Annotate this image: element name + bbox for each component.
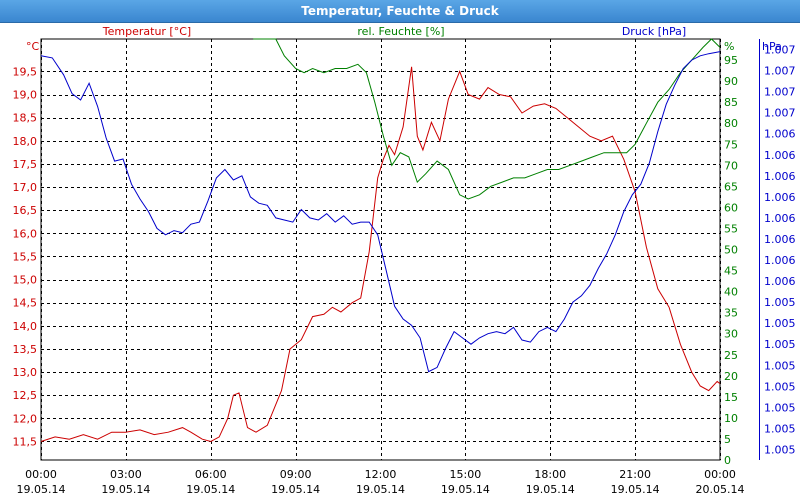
temperature-tick-label: 13,0 bbox=[13, 366, 38, 379]
pressure-tick-label: 1.005 bbox=[764, 443, 796, 456]
humidity-tick-label: 85 bbox=[724, 96, 738, 109]
date-tick-label: 19.05.14 bbox=[186, 483, 235, 496]
grid bbox=[40, 38, 721, 461]
pressure-tick-label: 1.006 bbox=[764, 191, 796, 204]
date-tick-label: 19.05.14 bbox=[356, 483, 405, 496]
pressure-tick-label: 1.006 bbox=[764, 254, 796, 267]
temperature-tick-label: 15,5 bbox=[13, 250, 38, 263]
pressure-tick-label: 1.006 bbox=[764, 233, 796, 246]
pressure-axis: 1.005 1.005 1.005 1.005 1.005 1.005 1.005 1.005… bbox=[759, 39, 796, 460]
humidity-tick-label: 10 bbox=[724, 412, 738, 425]
time-axis: 00:00 19.05.14 03:00 19.05.14 06:00 19.05.14 0… bbox=[17, 468, 745, 496]
humidity-axis: 0 5 10 15 20 25 30 35 40 45 50 55 60 65 70 75 80 85 90 95 bbox=[724, 54, 738, 467]
humidity-series-line bbox=[253, 38, 721, 200]
humidity-tick-label: 75 bbox=[724, 138, 738, 151]
temperature-tick-label: 19,5 bbox=[13, 65, 38, 78]
temperature-tick-label: 18,5 bbox=[13, 112, 38, 125]
date-tick-label: 19.05.14 bbox=[611, 483, 660, 496]
pressure-tick-label: 1.005 bbox=[764, 317, 796, 330]
pressure-tick-label: 1.007 bbox=[764, 86, 796, 99]
humidity-tick-label: 90 bbox=[724, 75, 738, 88]
humidity-tick-label: 65 bbox=[724, 180, 738, 193]
time-tick-label: 21:00 bbox=[619, 468, 651, 481]
pressure-tick-label: 1.006 bbox=[764, 128, 796, 141]
humidity-tick-label: 95 bbox=[724, 54, 738, 67]
pressure-tick-label: 1.006 bbox=[764, 170, 796, 183]
pressure-tick-label: 1.006 bbox=[764, 149, 796, 162]
pressure-tick-label: 1.005 bbox=[764, 380, 796, 393]
time-tick-label: 18:00 bbox=[534, 468, 566, 481]
series-layer bbox=[40, 38, 721, 443]
humidity-tick-label: 20 bbox=[724, 370, 738, 383]
temperature-tick-label: 16,5 bbox=[13, 204, 38, 217]
pressure-tick-label: 1.005 bbox=[764, 422, 796, 435]
pressure-tick-label: 1.007 bbox=[764, 107, 796, 120]
time-tick-label: 09:00 bbox=[280, 468, 312, 481]
pressure-tick-label: 1.007 bbox=[764, 65, 796, 78]
temperature-tick-label: 11,5 bbox=[13, 435, 38, 448]
humidity-tick-label: 60 bbox=[724, 201, 738, 214]
temperature-unit: °C bbox=[26, 40, 40, 53]
humidity-tick-label: 5 bbox=[724, 433, 731, 446]
humidity-tick-label: 55 bbox=[724, 222, 738, 235]
date-tick-label: 19.05.14 bbox=[271, 483, 320, 496]
pressure-tick-label: 1.005 bbox=[764, 296, 796, 309]
humidity-tick-label: 30 bbox=[724, 328, 738, 341]
temperature-tick-label: 15,0 bbox=[13, 274, 38, 287]
temperature-tick-label: 16,0 bbox=[13, 227, 38, 240]
temperature-tick-label: 17,5 bbox=[13, 158, 38, 171]
temperature-tick-label: 12,5 bbox=[13, 389, 38, 402]
temperature-tick-label: 19,0 bbox=[13, 89, 38, 102]
pressure-tick-label: 1.007 bbox=[764, 44, 796, 57]
humidity-tick-label: 50 bbox=[724, 244, 738, 257]
humidity-tick-label: 40 bbox=[724, 286, 738, 299]
pressure-tick-label: 1.005 bbox=[764, 359, 796, 372]
time-tick-label: 00:00 bbox=[25, 468, 57, 481]
date-tick-label: 19.05.14 bbox=[17, 483, 66, 496]
pressure-tick-label: 1.005 bbox=[764, 401, 796, 414]
pressure-tick-label: 1.005 bbox=[764, 338, 796, 351]
time-tick-label: 03:00 bbox=[110, 468, 142, 481]
date-tick-label: 19.05.14 bbox=[441, 483, 490, 496]
date-tick-label: 19.05.14 bbox=[526, 483, 575, 496]
temperature-tick-label: 12,0 bbox=[13, 412, 38, 425]
temperature-tick-label: 14,0 bbox=[13, 320, 38, 333]
temperature-tick-label: 18,0 bbox=[13, 135, 38, 148]
chart-area: 11,5 12,0 12,5 13,0 13,5 14,0 14,5 15,0 15,5 16,0… bbox=[13, 25, 796, 496]
temperature-axis: 11,5 12,0 12,5 13,0 13,5 14,0 14,5 15,0 15,5 16,0… bbox=[13, 65, 38, 448]
pressure-tick-label: 1.006 bbox=[764, 275, 796, 288]
pressure-tick-label: 1.006 bbox=[764, 212, 796, 225]
date-tick-label: 20.05.14 bbox=[696, 483, 745, 496]
date-tick-label: 19.05.14 bbox=[101, 483, 150, 496]
pressure-unit: hPa bbox=[762, 40, 782, 53]
temperature-series-line bbox=[40, 66, 721, 443]
humidity-tick-label: 45 bbox=[724, 265, 738, 278]
temperature-tick-label: 14,5 bbox=[13, 297, 38, 310]
time-tick-label: 00:00 bbox=[704, 468, 736, 481]
window-title: Temperatur, Feuchte & Druck bbox=[0, 0, 800, 23]
humidity-tick-label: 80 bbox=[724, 117, 738, 130]
humidity-tick-label: 35 bbox=[724, 307, 738, 320]
humidity-unit: % bbox=[724, 40, 734, 53]
humidity-axis-label: rel. Feuchte [%] bbox=[357, 25, 444, 38]
pressure-axis-label: Druck [hPa] bbox=[622, 25, 686, 38]
humidity-tick-label: 0 bbox=[724, 454, 731, 467]
temperature-tick-label: 13,5 bbox=[13, 343, 38, 356]
plot-frame bbox=[40, 38, 721, 461]
time-tick-label: 12:00 bbox=[365, 468, 397, 481]
humidity-tick-label: 25 bbox=[724, 349, 738, 362]
humidity-tick-label: 70 bbox=[724, 159, 738, 172]
pressure-series-line bbox=[40, 51, 721, 373]
time-tick-label: 06:00 bbox=[195, 468, 227, 481]
time-tick-label: 15:00 bbox=[450, 468, 482, 481]
humidity-tick-label: 15 bbox=[724, 391, 738, 404]
temperature-tick-label: 17,0 bbox=[13, 181, 38, 194]
temperature-axis-label: Temperatur [°C] bbox=[102, 25, 191, 38]
